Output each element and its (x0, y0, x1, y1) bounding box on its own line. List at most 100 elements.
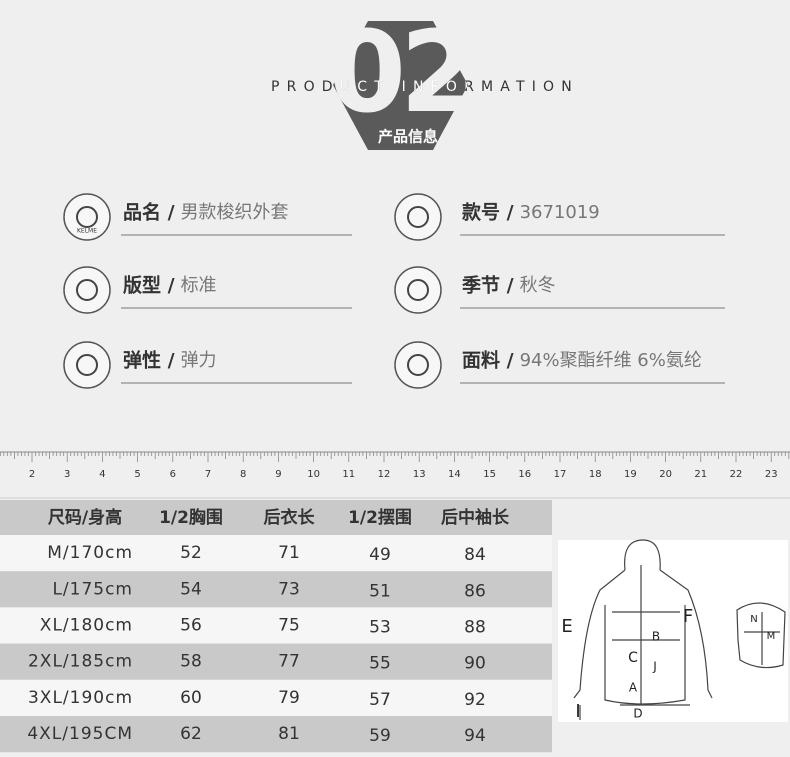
table-header-cell: 尺码/身高 (48, 507, 122, 528)
table-header-cell: 后中袖长 (441, 507, 510, 528)
table-cell: 2XL/185cm (28, 652, 133, 672)
jacket-outline (573, 539, 713, 699)
table-cell: 92 (464, 690, 486, 710)
diagram-label: J (652, 660, 657, 674)
table-cell: 53 (369, 618, 391, 638)
ruler-number: 7 (205, 469, 211, 480)
diagram-label: N (750, 614, 757, 625)
attribute-value: 秋冬 (520, 275, 556, 296)
ruler-number: 10 (307, 469, 320, 480)
jacket-body (604, 565, 686, 705)
table-cell: 79 (278, 688, 300, 708)
table-cell: L/175cm (52, 579, 133, 599)
diagram-label: F (683, 606, 693, 627)
table-cell: 81 (278, 724, 300, 744)
diagram-label: E (561, 616, 572, 637)
ruler-number: 22 (730, 469, 743, 480)
table-header-cell: 后衣长 (264, 507, 316, 528)
table-row-bg (0, 535, 552, 572)
ruler-number: 9 (275, 469, 281, 480)
hood-drawing (736, 602, 786, 669)
ruler-number: 15 (483, 469, 496, 480)
attribute-value: 男款梭织外套 (181, 202, 289, 223)
attribute-label: 款号 / (462, 201, 514, 224)
table-cell: 58 (180, 652, 202, 672)
attribute-label: 季节 / (462, 275, 514, 297)
size-table: 尺码/身高 1/2胸围 后衣长 1/2摆围 后中袖长 M/170cm 52 71 49 84 L/1… (0, 500, 552, 753)
ruler-number: 4 (99, 469, 105, 480)
table-cell: 52 (180, 543, 202, 563)
ruler-number: 2 (29, 469, 35, 480)
table-cell: 62 (180, 724, 202, 744)
table-cell: 4XL/195CM (27, 724, 133, 744)
ruler-number: 13 (413, 469, 426, 480)
attribute-icon (63, 266, 111, 314)
ruler-number: 21 (694, 469, 707, 480)
attribute-icon-inner (76, 206, 98, 228)
diagram-label: B (652, 630, 660, 644)
ruler-number: 11 (342, 469, 355, 480)
attribute-label: 版型 / (123, 274, 175, 297)
ruler-number: 6 (170, 469, 176, 480)
table-cell: 54 (180, 579, 202, 599)
ruler: 2 3 4 5 6 7 8 9 10 11 12 13 14 15 16 17 18 19 20 21 22 23 (0, 451, 790, 499)
ruler-number: 12 (378, 469, 391, 480)
table-cell: 94 (464, 726, 486, 746)
table-cell: 77 (278, 652, 300, 672)
table-cell: 84 (464, 545, 486, 565)
diagram-label: D (633, 707, 642, 721)
diagram-label: I (575, 701, 580, 722)
hexagon (333, 21, 468, 150)
section-subtitle: 产品信息 (378, 128, 438, 146)
ruler-number: 5 (134, 469, 140, 480)
section-title: PRODUCT INFORMATION (271, 79, 579, 95)
table-cell: XL/180cm (40, 616, 133, 636)
table-cell: 59 (369, 726, 391, 746)
diagram-label: M (767, 631, 776, 642)
table-cell: 51 (369, 581, 391, 601)
section-title-overlay: PRODUCT INFORMATION (271, 79, 579, 95)
table-header-cell: 1/2摆围 (348, 507, 412, 528)
attribute-label: 弹性 / (123, 349, 175, 372)
table-cell: 86 (464, 581, 486, 601)
table-cell: 60 (180, 688, 202, 708)
attribute-icon (63, 341, 111, 389)
table-row-bg (0, 716, 552, 753)
table-cell: 90 (464, 654, 486, 674)
measure-lines (579, 704, 690, 720)
attribute-icon-inner (407, 279, 429, 301)
attribute-icon (394, 193, 442, 241)
attribute-value: 94%聚酯纤维 6%氨纶 (520, 350, 702, 371)
brand-logo: KELME (77, 228, 97, 235)
table-cell: 49 (369, 545, 391, 565)
ruler-number: 8 (240, 469, 246, 480)
attribute-value: 标准 (181, 275, 217, 296)
attribute-label: 品名 / (123, 201, 175, 224)
table-cell: 3XL/190cm (28, 688, 133, 708)
table-cell: 75 (278, 616, 300, 636)
ruler-number: 19 (624, 469, 637, 480)
table-cell: 55 (369, 654, 391, 674)
table-row-bg (0, 679, 552, 716)
table-header-bg (0, 500, 552, 535)
section-number: 02 (328, 8, 472, 138)
jacket-drawing (573, 539, 786, 720)
diagram-panel (558, 540, 788, 722)
ruler-number: 14 (448, 469, 461, 480)
table-cell: 88 (464, 618, 486, 638)
ruler-number: 3 (64, 469, 70, 480)
table-row-bg (0, 571, 552, 608)
table-cell: 73 (278, 579, 300, 599)
ruler-number: 18 (589, 469, 602, 480)
ruler-number: 16 (518, 469, 531, 480)
attribute-icon (394, 266, 442, 314)
diagram-label: C (628, 650, 638, 666)
table-cell: M/170cm (47, 543, 133, 563)
table-header-cell: 1/2胸围 (159, 507, 223, 528)
table-cell: 71 (278, 543, 300, 563)
table-cell: 56 (180, 616, 202, 636)
attribute-icon-inner (76, 279, 98, 301)
